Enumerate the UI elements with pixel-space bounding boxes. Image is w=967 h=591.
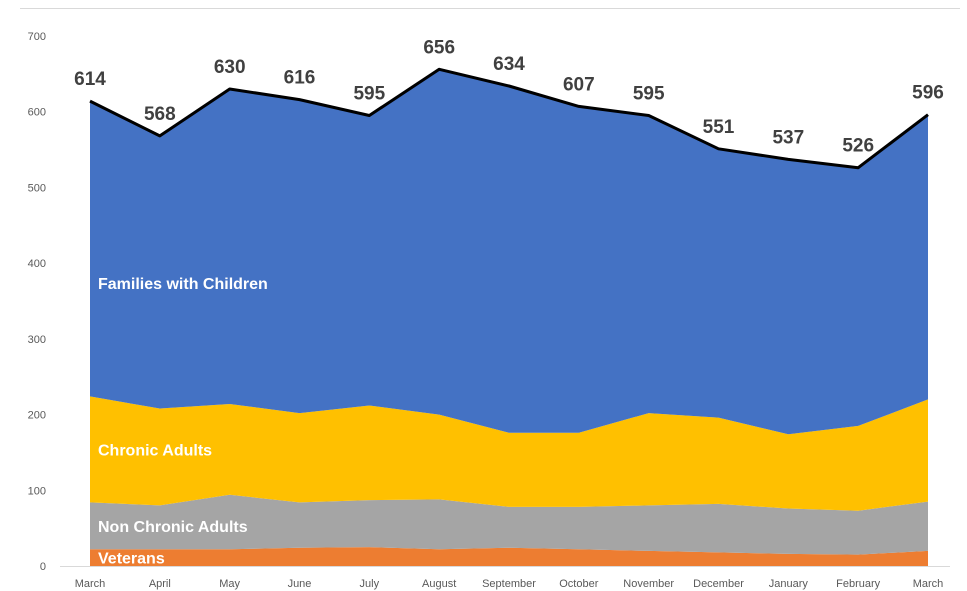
series-label-chronic-adults: Chronic Adults xyxy=(98,442,212,459)
area-chronic-adults xyxy=(90,396,928,511)
series-label-non-chronic-adults: Non Chronic Adults xyxy=(98,519,248,536)
y-tick-label: 600 xyxy=(28,107,46,119)
series-label-families-with-children: Families with Children xyxy=(98,276,268,293)
x-tick-label: May xyxy=(219,578,240,590)
x-tick-label: April xyxy=(149,578,171,590)
x-tick-label: February xyxy=(836,578,881,590)
y-axis-ticks: 0 100 200 300 400 500 600 700 xyxy=(28,31,46,573)
total-value-label: 630 xyxy=(214,57,246,78)
x-tick-label: September xyxy=(482,578,536,590)
x-tick-label: January xyxy=(769,578,809,590)
series-label-veterans: Veterans xyxy=(98,551,165,568)
y-tick-label: 0 xyxy=(40,561,46,573)
total-value-label: 607 xyxy=(563,74,595,95)
y-tick-label: 500 xyxy=(28,182,46,194)
x-tick-label: August xyxy=(422,578,456,590)
y-tick-label: 400 xyxy=(28,258,46,270)
total-line-group xyxy=(89,67,929,170)
total-value-label: 616 xyxy=(284,68,316,89)
total-line xyxy=(89,67,929,170)
x-tick-label: March xyxy=(913,578,944,590)
area-veterans xyxy=(90,547,928,566)
total-value-label: 526 xyxy=(842,136,874,157)
series-inline-labels: Veterans Non Chronic Adults Chronic Adults… xyxy=(98,276,268,568)
total-value-label: 595 xyxy=(353,84,385,105)
x-tick-label: July xyxy=(360,578,380,590)
y-tick-label: 300 xyxy=(28,334,46,346)
y-tick-label: 100 xyxy=(28,485,46,497)
total-value-label: 656 xyxy=(423,37,455,58)
y-tick-label: 700 xyxy=(28,31,46,43)
total-value-label: 634 xyxy=(493,54,525,75)
total-value-label: 537 xyxy=(772,127,804,148)
total-value-label: 568 xyxy=(144,104,176,125)
y-tick-label: 200 xyxy=(28,410,46,422)
x-axis-ticks: March April May June July August September Octo… xyxy=(75,578,944,590)
total-value-label: 614 xyxy=(74,69,106,90)
total-data-labels: 614 568 630 616 595 656 634 607 595 551 537 526 596 xyxy=(74,37,944,156)
x-tick-label: December xyxy=(693,578,744,590)
total-value-label: 596 xyxy=(912,83,944,104)
area-non-chronic-adults xyxy=(90,494,928,555)
chart-top-border xyxy=(20,8,960,9)
series-areas xyxy=(90,69,928,566)
x-tick-label: November xyxy=(623,578,674,590)
x-tick-label: October xyxy=(559,578,598,590)
x-tick-label: March xyxy=(75,578,106,590)
x-tick-label: June xyxy=(288,578,312,590)
total-value-label: 551 xyxy=(703,117,735,138)
total-value-label: 595 xyxy=(633,84,665,105)
area-families-with-children xyxy=(90,69,928,435)
